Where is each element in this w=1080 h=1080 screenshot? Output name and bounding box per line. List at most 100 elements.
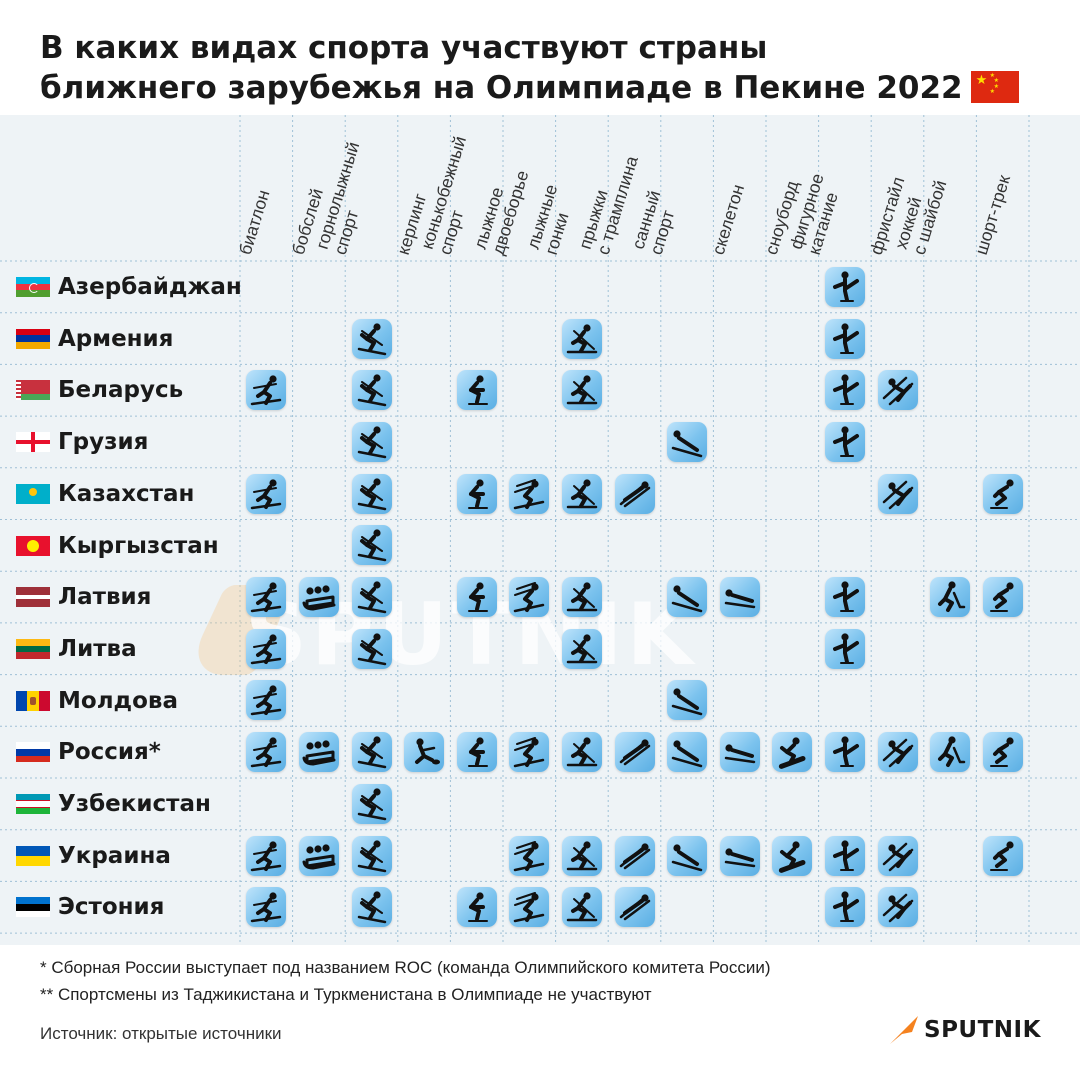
figure-skating-icon	[824, 732, 865, 773]
freestyle-icon	[877, 473, 918, 514]
luge-icon	[667, 421, 708, 462]
figure-skating-icon	[824, 421, 865, 462]
luge-icon	[667, 680, 708, 721]
freestyle-icon	[877, 370, 918, 411]
alpine-skiing-icon	[351, 783, 392, 824]
bobsleigh-icon	[298, 835, 339, 876]
country-name: Латвия	[58, 584, 152, 611]
cross-country-icon	[561, 318, 602, 359]
estonia-flag-icon	[16, 897, 50, 918]
curling-icon	[404, 732, 445, 773]
speed-skating-icon	[456, 732, 497, 773]
short-track-icon	[982, 577, 1023, 618]
nordic-combined-icon	[509, 835, 550, 876]
cross-country-icon	[561, 577, 602, 618]
biathlon-icon	[246, 473, 287, 514]
alpine-skiing-icon	[351, 318, 392, 359]
sputnik-flame-icon	[890, 1016, 918, 1044]
ski-jumping-icon	[614, 835, 655, 876]
country-name: Грузия	[58, 429, 149, 456]
belarus-flag-icon	[16, 380, 50, 401]
cross-country-icon	[561, 732, 602, 773]
country-name: Украина	[58, 842, 171, 869]
ski-jumping-icon	[614, 732, 655, 773]
country-name: Армения	[58, 325, 174, 352]
cross-country-icon	[561, 887, 602, 928]
skeleton-icon	[719, 835, 760, 876]
footnote-1: * Сборная России выступает под названием…	[40, 958, 771, 977]
biathlon-icon	[246, 732, 287, 773]
biathlon-icon	[246, 370, 287, 411]
country-row-label: Грузия	[16, 416, 148, 468]
country-name: Казахстан	[58, 480, 195, 507]
country-row-label: Литва	[16, 623, 137, 675]
figure-skating-icon	[824, 577, 865, 618]
country-row-label: Беларусь	[16, 364, 183, 416]
alpine-skiing-icon	[351, 473, 392, 514]
speed-skating-icon	[456, 473, 497, 514]
nordic-combined-icon	[509, 732, 550, 773]
ski-jumping-icon	[614, 887, 655, 928]
short-track-icon	[982, 732, 1023, 773]
source-text: Источник: открытые источники	[40, 1024, 282, 1043]
column-header: фигурное катание	[785, 115, 871, 261]
ski-jumping-icon	[614, 473, 655, 514]
logo-text: SPUTNIK	[924, 1017, 1041, 1043]
lithuania-flag-icon	[16, 638, 50, 659]
snowboard-icon	[772, 732, 813, 773]
alpine-skiing-icon	[351, 421, 392, 462]
country-row-label: Армения	[16, 313, 173, 365]
country-row-label: Украина	[16, 830, 171, 882]
column-header-line: скелетон	[708, 181, 749, 257]
kazakhstan-flag-icon	[16, 483, 50, 504]
biathlon-icon	[246, 887, 287, 928]
page-title: В каких видах спорта участвуют страны бл…	[40, 28, 1040, 108]
country-row-label: Молдова	[16, 675, 178, 727]
uzbekistan-flag-icon	[16, 794, 50, 814]
luge-icon	[667, 732, 708, 773]
country-row-label: Азербайджан	[16, 261, 242, 313]
title-line-2-text: ближнего зарубежья на Олимпиаде в Пекине…	[40, 70, 963, 106]
figure-skating-icon	[824, 887, 865, 928]
country-row-label: Латвия	[16, 571, 151, 623]
column-header: скелетон	[708, 115, 765, 261]
country-name: Молдова	[58, 687, 178, 714]
country-name: Узбекистан	[58, 791, 211, 817]
nordic-combined-icon	[509, 887, 550, 928]
column-header: биатлон	[235, 115, 292, 261]
nordic-combined-icon	[509, 473, 550, 514]
country-row-label: Казахстан	[16, 468, 194, 520]
country-name: Россия*	[58, 739, 161, 766]
ukraine-flag-icon	[16, 845, 50, 866]
table-grid	[0, 115, 1080, 945]
column-header-line: биатлон	[234, 187, 274, 257]
moldova-flag-icon	[16, 690, 50, 711]
short-track-icon	[982, 835, 1023, 876]
luge-icon	[667, 577, 708, 618]
alpine-skiing-icon	[351, 887, 392, 928]
figure-skating-icon	[824, 318, 865, 359]
cross-country-icon	[561, 370, 602, 411]
country-name: Беларусь	[58, 377, 184, 404]
sputnik-logo: SPUTNIK	[888, 1012, 1041, 1048]
figure-skating-icon	[824, 835, 865, 876]
cross-country-icon	[561, 473, 602, 514]
latvia-flag-icon	[16, 587, 50, 608]
speed-skating-icon	[456, 887, 497, 928]
country-name: Азербайджан	[58, 274, 242, 300]
figure-skating-icon	[824, 628, 865, 669]
column-header: хоккей с шайбой	[891, 115, 976, 261]
freestyle-icon	[877, 835, 918, 876]
alpine-skiing-icon	[351, 525, 392, 566]
georgia-flag-icon	[16, 432, 50, 453]
column-header: шорт-трек	[971, 115, 1028, 261]
cross-country-icon	[561, 628, 602, 669]
speed-skating-icon	[456, 370, 497, 411]
country-row-label: Узбекистан	[16, 778, 211, 830]
title-line-1: В каких видах спорта участвуют страны	[40, 30, 768, 66]
luge-icon	[667, 835, 708, 876]
azerbaijan-flag-icon	[16, 277, 50, 297]
country-name: Литва	[58, 635, 137, 662]
country-row-label: Россия*	[16, 726, 161, 778]
china-flag-icon: ★ ★ ★ ★ ★	[970, 71, 1019, 103]
